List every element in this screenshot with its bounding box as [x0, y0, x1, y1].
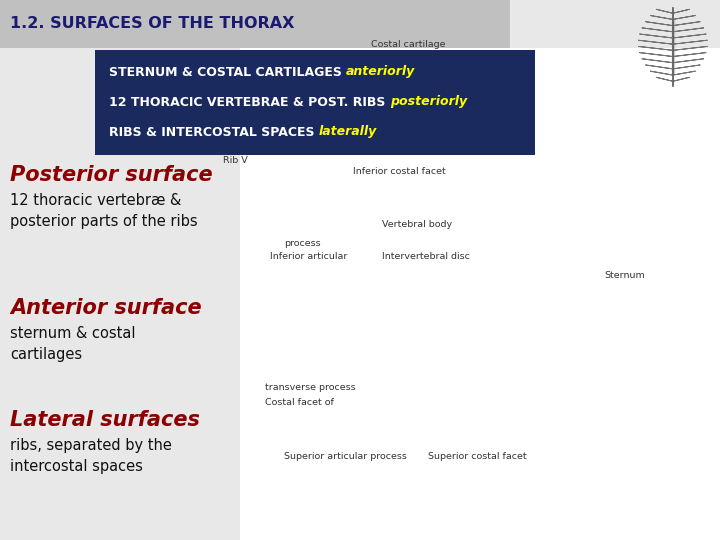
- FancyBboxPatch shape: [240, 48, 720, 540]
- Text: anteriorly: anteriorly: [346, 65, 415, 78]
- Text: Superior articular process: Superior articular process: [284, 452, 408, 461]
- Text: transverse process: transverse process: [265, 383, 356, 392]
- FancyBboxPatch shape: [95, 50, 535, 155]
- Text: sternum & costal
cartilages: sternum & costal cartilages: [10, 326, 135, 362]
- Text: Costal cartilage: Costal cartilage: [371, 40, 445, 49]
- Text: Costal facet of: Costal facet of: [265, 398, 334, 407]
- Text: Superior costal facet: Superior costal facet: [428, 452, 527, 461]
- Text: Intervertebral disc: Intervertebral disc: [382, 252, 469, 261]
- Text: Rib V: Rib V: [223, 157, 248, 165]
- Text: posteriorly: posteriorly: [390, 96, 467, 109]
- Text: RIBS & INTERCOSTAL SPACES: RIBS & INTERCOSTAL SPACES: [109, 125, 319, 138]
- Text: Posterior surface: Posterior surface: [10, 165, 212, 185]
- Text: Inferior articular: Inferior articular: [270, 252, 347, 261]
- Text: 12 thoracic vertebræ &
posterior parts of the ribs: 12 thoracic vertebræ & posterior parts o…: [10, 193, 197, 229]
- Text: laterally: laterally: [319, 125, 377, 138]
- Text: Anterior surface: Anterior surface: [10, 298, 202, 318]
- Text: process: process: [284, 239, 321, 247]
- Text: Vertebral body: Vertebral body: [382, 220, 451, 228]
- Text: ribs, separated by the
intercostal spaces: ribs, separated by the intercostal space…: [10, 438, 172, 474]
- FancyBboxPatch shape: [0, 0, 510, 48]
- Text: Sternum: Sternum: [605, 271, 646, 280]
- Text: STERNUM & COSTAL CARTILAGES: STERNUM & COSTAL CARTILAGES: [109, 65, 346, 78]
- Text: 1.2. SURFACES OF THE THORAX: 1.2. SURFACES OF THE THORAX: [10, 17, 294, 31]
- Text: Lateral surfaces: Lateral surfaces: [10, 410, 200, 430]
- Text: Inferior costal facet: Inferior costal facet: [353, 167, 446, 176]
- Text: 12 THORACIC VERTEBRAE & POST. RIBS: 12 THORACIC VERTEBRAE & POST. RIBS: [109, 96, 390, 109]
